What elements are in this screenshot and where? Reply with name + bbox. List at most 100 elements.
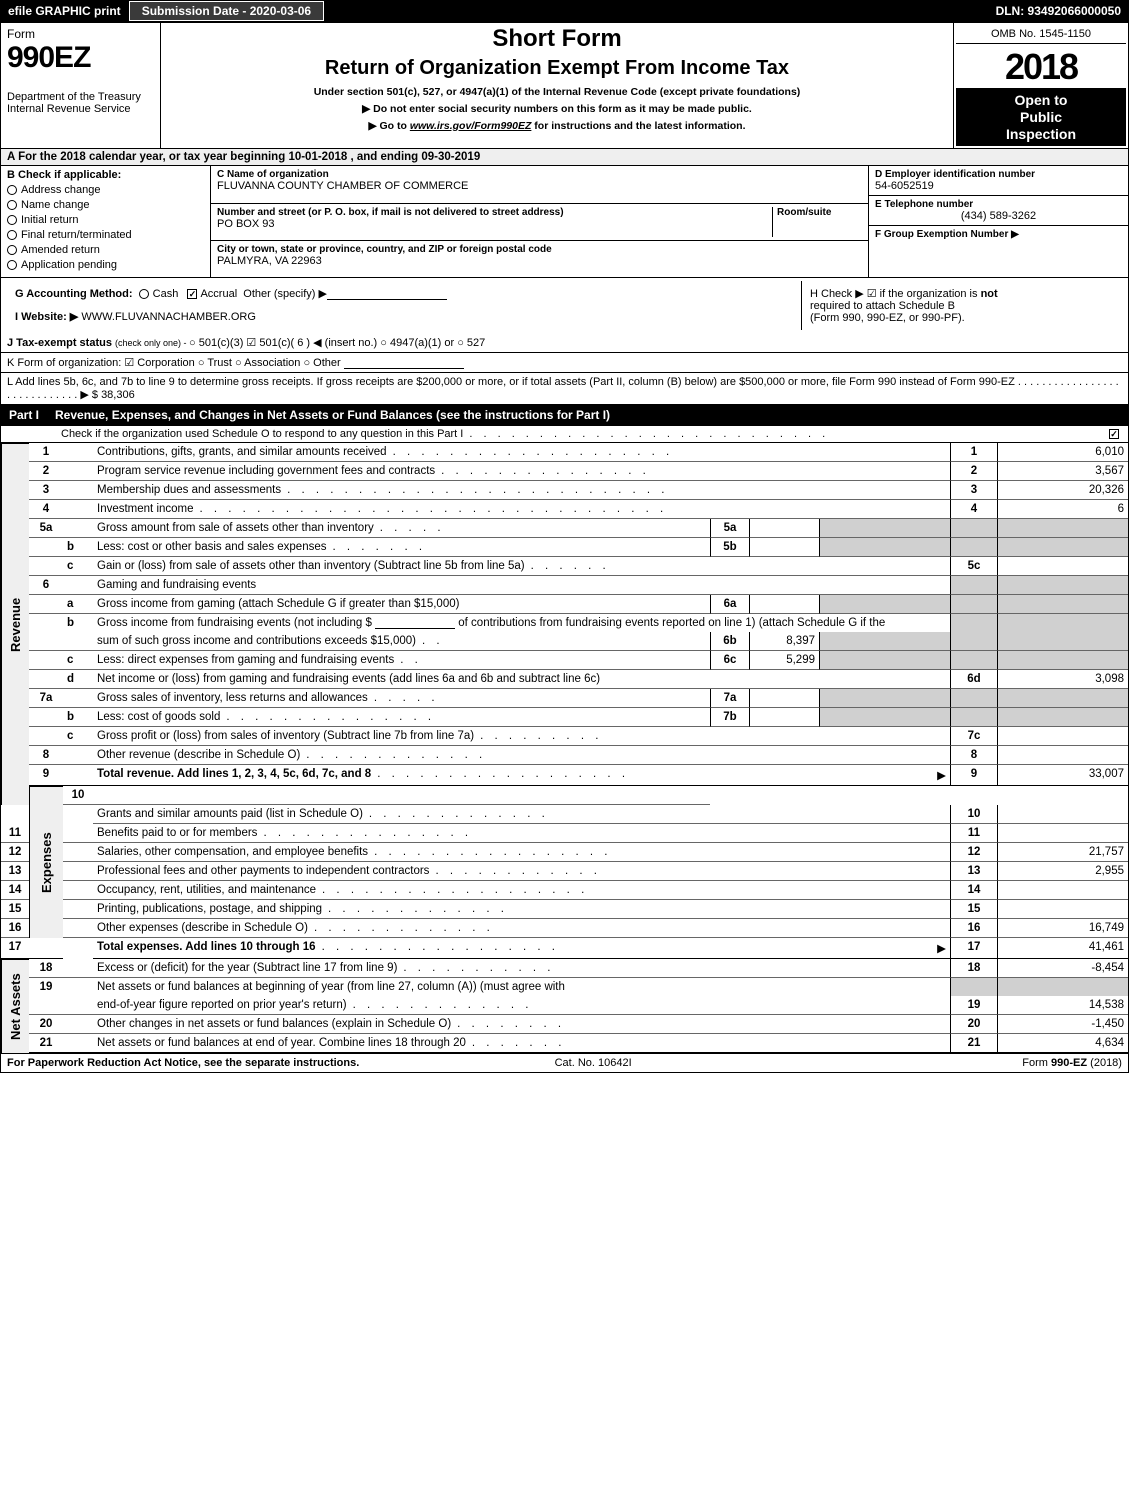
part-i-subtext: Check if the organization used Schedule … (61, 428, 463, 440)
period-label: A For the 2018 calendar year, or tax yea… (7, 151, 288, 163)
H-line1: H Check ▶ ☑ if the organization is (810, 288, 981, 300)
footer-notice: For Paperwork Reduction Act Notice, see … (7, 1057, 359, 1069)
v-11 (998, 824, 1128, 843)
ln-6: 6 (29, 576, 63, 595)
G-other-fill[interactable] (327, 288, 447, 300)
opt-name-change[interactable]: Name change (7, 199, 204, 211)
H-line3: (Form 990, 990-EZ, or 990-PF). (810, 312, 1114, 324)
header-left: Form 990EZ Department of the Treasury In… (1, 23, 161, 148)
goto-link[interactable]: www.irs.gov/Form990EZ (410, 120, 532, 132)
top-bar: efile GRAPHIC print Submission Date - 20… (0, 0, 1129, 22)
title-short: Short Form (167, 25, 947, 53)
form-word: Form (7, 27, 154, 41)
website-value: WWW.FLUVANNACHAMBER.ORG (81, 311, 256, 323)
n-11: 11 (950, 824, 998, 843)
ln-20: 20 (29, 1015, 63, 1034)
ln-10: 10 (63, 786, 93, 805)
goto-pre: ▶ Go to (369, 120, 410, 132)
info-grid: B Check if applicable: Address change Na… (0, 166, 1129, 278)
v-19: 14,538 (998, 996, 1128, 1015)
n-13: 13 (950, 862, 998, 881)
n-17: 17 (950, 938, 998, 959)
v-10 (998, 805, 1128, 824)
v-15 (998, 900, 1128, 919)
footer-formref: Form 990-EZ (2018) (1022, 1057, 1122, 1069)
il-6c: 6c (710, 651, 750, 670)
open-public-box: Open to Public Inspection (956, 88, 1126, 146)
n-10: 10 (950, 805, 998, 824)
v-2: 3,567 (998, 462, 1128, 481)
v-13: 2,955 (998, 862, 1128, 881)
d-5a: Gross amount from sale of assets other t… (97, 522, 374, 534)
H-not: not (981, 288, 998, 300)
iv-5a (750, 519, 820, 538)
opt-application-pending[interactable]: Application pending (7, 259, 204, 271)
K-other-fill[interactable] (344, 357, 464, 369)
d-3: Membership dues and assessments (97, 484, 281, 496)
ln-21: 21 (29, 1034, 63, 1053)
H-text: H Check ▶ ☑ if the organization is not (810, 287, 1114, 300)
G-other: Other (specify) ▶ (243, 288, 327, 300)
iv-7b (750, 708, 820, 727)
opt-final-return[interactable]: Final return/terminated (7, 229, 204, 241)
v-8 (998, 746, 1128, 765)
d-14: Occupancy, rent, utilities, and maintena… (97, 884, 316, 896)
v-4: 6 (998, 500, 1128, 519)
title-return: Return of Organization Exempt From Incom… (167, 57, 947, 80)
header-right: OMB No. 1545-1150 2018 Open to Public In… (953, 23, 1128, 148)
L-arrow: ▶ $ (80, 389, 101, 401)
n-19: 19 (950, 996, 998, 1015)
n-16: 16 (950, 919, 998, 938)
opt-address-change[interactable]: Address change (7, 184, 204, 196)
d-19-1: Net assets or fund balances at beginning… (93, 978, 950, 996)
part-i-header: Part I Revenue, Expenses, and Changes in… (0, 405, 1129, 426)
part-i-checkbox[interactable] (1109, 429, 1119, 439)
d-16: Other expenses (describe in Schedule O) (97, 922, 308, 934)
form-number: 990EZ (7, 41, 154, 75)
G-cash-circle[interactable] (139, 289, 149, 299)
ln-2: 2 (29, 462, 63, 481)
v-17: 41,461 (998, 938, 1128, 959)
ln-8: 8 (29, 746, 63, 765)
d-19-2: end-of-year figure reported on prior yea… (97, 999, 347, 1011)
section-B: B Check if applicable: Address change Na… (1, 166, 211, 277)
il-7a: 7a (710, 689, 750, 708)
iv-6b: 8,397 (750, 632, 820, 651)
omb-number: OMB No. 1545-1150 (956, 25, 1126, 44)
goto-text: ▶ Go to www.irs.gov/Form990EZ for instru… (167, 118, 947, 135)
ln-9: 9 (29, 765, 63, 786)
ln-18: 18 (29, 959, 63, 978)
opt-amended-return[interactable]: Amended return (7, 244, 204, 256)
iv-6c: 5,299 (750, 651, 820, 670)
C-street-label: Number and street (or P. O. box, if mail… (217, 207, 772, 218)
n-14: 14 (950, 881, 998, 900)
6b-blank[interactable] (375, 617, 455, 629)
n-20: 20 (950, 1015, 998, 1034)
C-city-label: City or town, state or province, country… (217, 244, 862, 255)
d-6b-1: Gross income from fundraising events (no… (93, 614, 950, 632)
n-8: 8 (950, 746, 998, 765)
E-label: E Telephone number (875, 199, 1122, 210)
goto-post: for instructions and the latest informat… (531, 120, 745, 132)
C-name-label: C Name of organization (217, 169, 862, 180)
revenue-tab: Revenue (1, 443, 29, 805)
iv-6a (750, 595, 820, 614)
header-center: Short Form Return of Organization Exempt… (161, 23, 953, 148)
warn-text: ▶ Do not enter social security numbers o… (167, 101, 947, 118)
ln-6a: a (63, 595, 93, 614)
opt-initial-return[interactable]: Initial return (7, 214, 204, 226)
ein-value: 54-6052519 (875, 180, 1122, 192)
d-6a: Gross income from gaming (attach Schedul… (93, 595, 710, 614)
K-text: K Form of organization: ☑ Corporation ○ … (7, 357, 344, 369)
B-header: B Check if applicable: (7, 169, 204, 181)
part-i-dots: . . . . . . . . . . . . . . . . . . . . … (463, 428, 1109, 440)
net-assets-tab: Net Assets (1, 959, 29, 1053)
period-row: A For the 2018 calendar year, or tax yea… (0, 149, 1129, 166)
G-accrual-check[interactable] (187, 289, 197, 299)
main-table: Revenue 1 Contributions, gifts, grants, … (0, 443, 1129, 1054)
ln-16: 16 (1, 919, 29, 938)
d-4: Investment income (97, 503, 194, 515)
D-label: D Employer identification number (875, 169, 1122, 180)
il-6b: 6b (710, 632, 750, 651)
ln-5a: 5a (29, 519, 63, 538)
